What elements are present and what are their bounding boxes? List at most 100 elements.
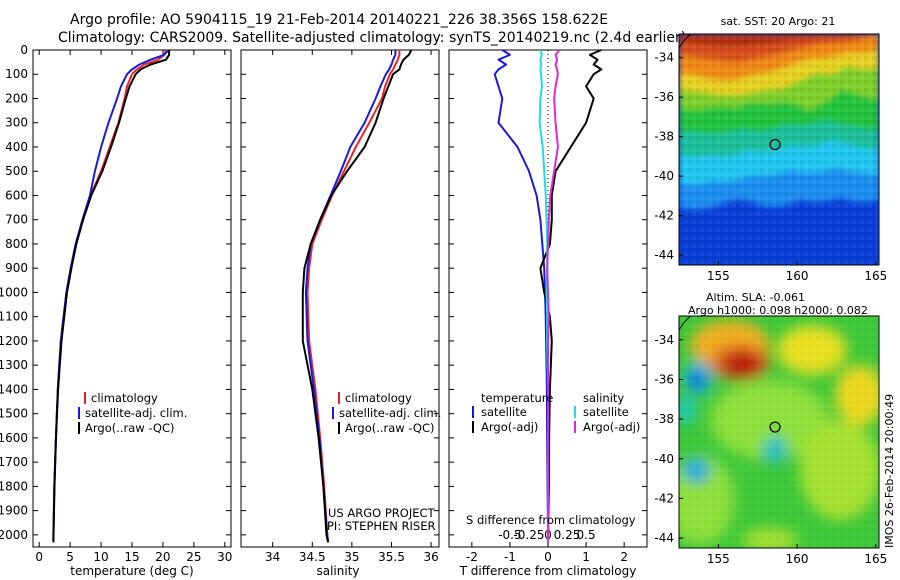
depth-tick-label: 2000 — [0, 528, 28, 542]
x-tick-label: 0 — [35, 550, 43, 564]
legend-label-t-argo: Argo(-adj) — [481, 420, 538, 434]
series-line-argo-raw-qc- — [52, 50, 171, 543]
timestamp-watermark: IMOS 26-Feb-2014 20:00:49 — [883, 394, 896, 548]
x-tick-label: 25 — [186, 550, 201, 564]
series-line-satellite-adj-clim- — [304, 50, 397, 543]
x-tick-label: 35.5 — [378, 550, 405, 564]
lat-tick-label: -40 — [654, 169, 674, 183]
depth-tick-label: 1600 — [0, 431, 28, 445]
lat-tick-label: -40 — [654, 452, 674, 466]
x-tick-label: 5 — [66, 550, 74, 564]
depth-tick-label: 400 — [5, 140, 28, 154]
lat-tick-label: -36 — [654, 90, 674, 104]
coastline — [678, 315, 692, 331]
s-tick-label: 0.25 — [554, 528, 581, 542]
depth-tick-label: 1700 — [0, 455, 28, 469]
x-tick-label: 35 — [344, 550, 359, 564]
series-line-satellite-adj-clim- — [52, 49, 170, 543]
lon-tick-label: 160 — [786, 552, 809, 566]
lat-tick-label: -42 — [654, 491, 674, 505]
legend-label-satellite: satellite-adj. clim. — [339, 406, 441, 420]
title-line-2: Climatology: CARS2009. Satellite-adjuste… — [58, 30, 686, 46]
depth-tick-label: 1800 — [0, 479, 28, 493]
legend-label-argo: Argo(..raw -QC) — [85, 421, 175, 435]
depth-tick-label: 200 — [5, 91, 28, 105]
pi-label: PI: STEPHEN RISER — [327, 519, 436, 533]
s-tick-label: -0.25 — [513, 528, 544, 542]
depth-tick-label: 0 — [20, 43, 28, 57]
argo-position-marker — [769, 138, 781, 151]
depth-tick-label: 100 — [5, 67, 28, 81]
temperature-plot: 0 5 10 15 20 25 30 — [33, 49, 232, 564]
x-tick-label: 30 — [217, 550, 232, 564]
legend-label-climatology: climatology — [91, 391, 158, 405]
series-line-argo-adj--salinity — [546, 49, 561, 543]
sst-map — [679, 34, 879, 265]
sla-map — [679, 316, 879, 548]
project-label: US ARGO PROJECT — [328, 506, 436, 520]
difference-plot: -2 -1 0 1 2-0.5-0.25 0 0.250.5 — [449, 49, 647, 564]
lon-tick-label: 165 — [864, 269, 887, 283]
temperature-axis-label: temperature (deg C) — [70, 564, 193, 578]
sla-map-frame — [678, 315, 880, 549]
series-line-climatology — [52, 49, 167, 543]
lon-tick-label: 160 — [786, 269, 809, 283]
lat-tick-label: -42 — [654, 209, 674, 223]
sla-map-title-1: Altim. SLA: -0.061 — [706, 291, 805, 304]
legend-label-s-argo: Argo(-adj) — [583, 420, 640, 434]
sla-map-marks: 155 160 165 -34 -36 -38 -40 -42 -44 — [654, 315, 887, 566]
title-line-1: Argo profile: AO 5904115_19 21-Feb-2014 … — [70, 12, 608, 28]
salinity-axis-label: salinity — [316, 564, 359, 578]
x-tick-label: 20 — [155, 550, 170, 564]
x-tick-label: 1 — [582, 550, 590, 564]
x-tick-label: 10 — [93, 550, 108, 564]
s-tick-label: 0.5 — [577, 528, 596, 542]
legend-label-s-satellite: satellite — [583, 405, 629, 419]
salinity-legend: climatology satellite-adj. clim. Argo(..… — [332, 391, 441, 435]
depth-tick-label: 700 — [5, 213, 28, 227]
series-line-argo-raw-qc- — [301, 49, 413, 543]
difference-legend: temperature satellite Argo(-adj) salinit… — [472, 391, 640, 434]
x-tick-label: 34 — [265, 550, 280, 564]
x-tick-label: -2 — [466, 550, 478, 564]
x-tick-label: 2 — [620, 550, 628, 564]
lon-tick-label: 155 — [707, 269, 730, 283]
sla-map-title-2: Argo h1000: 0.098 h2000: 0.082 — [688, 304, 868, 317]
lat-tick-label: -34 — [654, 333, 674, 347]
s-tick-label: -0.5 — [498, 528, 521, 542]
depth-axis: 0 100 200 300 400 500 600 700 800 900 1000 1100 1200… — [0, 43, 28, 542]
depth-tick-label: 1000 — [0, 285, 28, 299]
argo-position-marker — [769, 421, 781, 433]
sst-map-marks: 155 160 165 -34 -36 -38 -40 -42 -44 — [654, 33, 887, 283]
depth-tick-label: 600 — [5, 188, 28, 202]
legend-title-salinity: salinity — [583, 391, 624, 405]
depth-tick-label: 900 — [5, 261, 28, 275]
t-diff-axis-label: T difference from climatology — [459, 564, 637, 578]
legend-label-satellite: satellite-adj. clim. — [85, 406, 187, 420]
depth-tick-label: 1400 — [0, 382, 28, 396]
s-diff-label: S difference from climatology — [466, 513, 636, 527]
depth-tick-label: 1100 — [0, 310, 28, 324]
salinity-panel — [240, 49, 440, 548]
lat-tick-label: -38 — [654, 130, 674, 144]
series-line-argo-adj--temperature — [539, 49, 603, 543]
sst-map-frame — [678, 33, 880, 266]
depth-tick-label: 1900 — [0, 504, 28, 518]
lon-tick-label: 155 — [707, 552, 730, 566]
legend-label-climatology: climatology — [345, 391, 412, 405]
lat-tick-label: -34 — [654, 51, 674, 65]
lat-tick-label: -44 — [654, 248, 674, 262]
sst-map-title: sat. SST: 20 Argo: 21 — [721, 15, 836, 28]
depth-tick-label: 300 — [5, 116, 28, 130]
depth-tick-label: 500 — [5, 164, 28, 178]
lon-tick-label: 165 — [864, 552, 887, 566]
legend-label-t-satellite: satellite — [481, 405, 527, 419]
x-tick-label: 15 — [124, 550, 139, 564]
lat-tick-label: -38 — [654, 412, 674, 426]
legend-title-temperature: temperature — [481, 391, 553, 405]
depth-tick-label: 1200 — [0, 334, 28, 348]
x-tick-label: 34.5 — [299, 550, 326, 564]
temperature-legend: climatology satellite-adj. clim. Argo(..… — [78, 391, 187, 435]
salinity-plot: 34 34.5 35 35.5 36 — [241, 49, 439, 564]
